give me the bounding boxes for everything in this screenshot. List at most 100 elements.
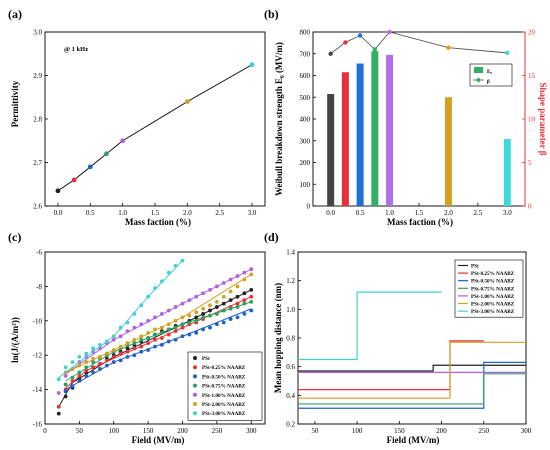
panel-c-point <box>187 313 192 318</box>
panel-c-point <box>56 411 61 416</box>
panel-c-point <box>63 394 68 399</box>
panel-d-ytick-label: 1.4 <box>286 249 295 257</box>
panel-c-point <box>166 270 171 275</box>
panel-c-legend-box <box>187 351 263 421</box>
panel-a-xtick-label: 1.0 <box>118 209 127 217</box>
panel-a-point <box>249 62 255 68</box>
panel-a-xtick-label: 0.0 <box>54 209 63 217</box>
panel-d-ytick-label: 0.2 <box>286 421 295 429</box>
panel-a-xtick-label: 2.0 <box>183 209 192 217</box>
panel-label-b: (b) <box>264 7 279 21</box>
panel-c-legend-item: PSt-0.50% NAABZ <box>202 374 246 380</box>
panel-a-xtick-label: 2.5 <box>215 209 224 217</box>
panel-d-legend-item: PSt-0.25% NAABZ <box>471 271 515 277</box>
panel-c-point <box>194 294 199 299</box>
panel-d-legend-item: PSt-2.00% NAABZ <box>471 302 515 308</box>
panel-c-point <box>70 375 75 380</box>
panel-c-point <box>249 272 254 277</box>
panel-b-ytick-label: 600 <box>300 72 311 80</box>
panel-c-xtick-label: 250 <box>212 427 223 435</box>
panel-c-point <box>228 298 233 303</box>
panel-c-point <box>84 373 89 378</box>
panel-d-chart: Field (MV/m) Mean hopping distance (nm) … <box>273 249 532 446</box>
panel-c-point <box>242 298 247 303</box>
panel-c-point <box>221 308 226 313</box>
panel-c-point <box>235 274 240 278</box>
panel-c-point <box>221 294 226 299</box>
panel-b-ytick-label: 400 <box>300 116 311 124</box>
panel-c-legend-marker <box>193 374 197 379</box>
panel-c-point <box>139 344 144 349</box>
panel-c-point <box>84 365 89 370</box>
panel-c-point <box>153 337 157 342</box>
panel-c-point <box>159 342 164 347</box>
panel-c-point <box>180 301 185 306</box>
panel-c-xtick-label: 50 <box>76 427 84 435</box>
panel-b-ytick-label: 800 <box>300 29 311 37</box>
panel-c-point <box>187 298 192 303</box>
panel-c-point <box>77 379 82 383</box>
panel-c-point <box>70 384 75 389</box>
panel-b-bar <box>341 72 349 206</box>
panel-c-point <box>249 287 254 292</box>
panel-b-beta-line <box>330 31 508 55</box>
panel-a-ytick-label: 2.9 <box>33 72 42 80</box>
panel-a-ytick-label: 2.6 <box>33 203 42 211</box>
panel-c-point <box>146 294 151 299</box>
panel-b-bar <box>371 51 379 206</box>
panel-a-line <box>57 64 253 192</box>
panel-b-beta-point <box>505 50 510 56</box>
panel-a-xtick-label: 3.0 <box>248 209 257 217</box>
panel-c-legend-marker <box>193 365 197 370</box>
panel-c-point <box>118 334 123 339</box>
panel-c-point <box>132 325 137 330</box>
panel-c-point <box>249 299 254 304</box>
panel-d-xtick-label: 50 <box>311 427 319 435</box>
panel-b-xtick-label: 3.0 <box>503 209 512 217</box>
panel-a-point <box>184 99 190 104</box>
panel-d-xtick-label: 300 <box>521 427 532 435</box>
panel-c-legend-item: PSt-3.00% NAABZ <box>202 411 246 417</box>
panel-c-point <box>146 318 151 323</box>
panel-b-xtick-label: 1.5 <box>415 209 424 217</box>
panel-c-point <box>118 344 123 349</box>
panel-c-legend-item: PSt-1.00% NAABZ <box>202 393 246 399</box>
panel-c-point <box>125 346 130 351</box>
panel-c-point <box>228 277 233 282</box>
panel-c-point <box>159 279 164 284</box>
panel-c-ylabel: ln(J/(A/m²)) <box>10 317 20 363</box>
panel-b-legend-marker-beta <box>476 78 481 82</box>
panel-b-legend-swatch-e0 <box>474 67 483 73</box>
panel-c-point <box>63 389 68 394</box>
panel-c-xtick-label: 100 <box>109 427 120 435</box>
panel-d-xtick-label: 100 <box>352 427 363 435</box>
panel-c-point <box>118 351 123 356</box>
panel-c-point <box>139 334 144 339</box>
panel-c-point <box>201 327 206 332</box>
panel-c-point <box>91 360 96 364</box>
panel-c-point <box>242 277 247 282</box>
panel-b-xtick-label: 2.5 <box>474 209 483 217</box>
panel-c-point <box>91 365 96 370</box>
panel-c-point <box>180 322 185 327</box>
panel-b-legend-e0: E₀ <box>487 69 492 75</box>
panel-b-beta-point <box>357 33 363 38</box>
panel-c-point <box>84 351 89 356</box>
panel-c-point <box>104 351 109 356</box>
panel-c-fit-line <box>65 296 252 389</box>
panel-c-point <box>187 320 192 325</box>
panel-c-xtick-label: 300 <box>246 427 257 435</box>
panel-c-point <box>139 337 144 342</box>
panel-c-point <box>70 360 75 364</box>
panel-c-point <box>111 360 116 364</box>
panel-c-point <box>63 373 68 378</box>
panel-c-point <box>146 348 151 352</box>
panel-c-ytick-label: -14 <box>33 386 43 394</box>
panel-c-point <box>180 315 185 320</box>
panel-b-bar <box>356 63 364 206</box>
panel-a-frame <box>44 31 266 207</box>
panel-c-point <box>214 305 219 309</box>
panel-a-point <box>87 164 93 170</box>
panel-c-point <box>242 270 247 275</box>
panel-c-point <box>214 312 219 316</box>
